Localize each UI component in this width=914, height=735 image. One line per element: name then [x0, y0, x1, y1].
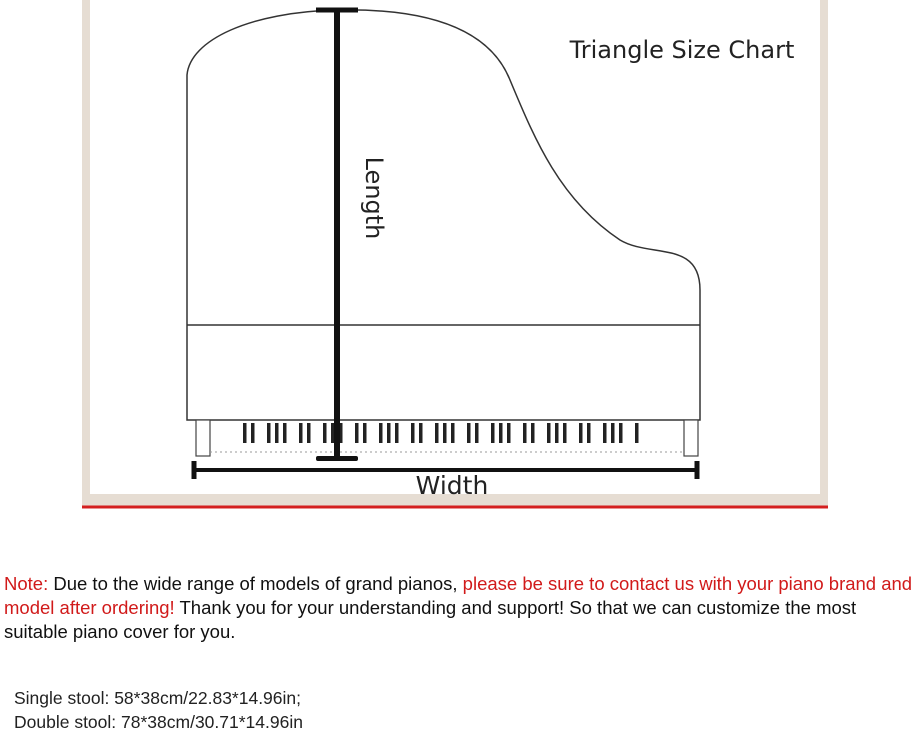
black-key — [283, 423, 287, 443]
chart-title: Triangle Size Chart — [569, 36, 795, 64]
black-key — [587, 423, 591, 443]
black-key — [531, 423, 535, 443]
note-highlight: please be sure to contact us with your p… — [4, 573, 913, 618]
black-key — [491, 423, 495, 443]
piano-outline — [186, 9, 701, 421]
black-key — [563, 423, 567, 443]
black-key — [379, 423, 383, 443]
note-prefix: Note: — [4, 573, 49, 594]
black-key — [307, 423, 311, 443]
black-key — [523, 423, 527, 443]
frame-right-border — [820, 0, 828, 500]
piano-keys — [243, 423, 639, 443]
black-key — [603, 423, 607, 443]
black-key — [267, 423, 271, 443]
black-key — [419, 423, 423, 443]
black-key — [339, 423, 343, 443]
black-key — [555, 423, 559, 443]
black-key — [387, 423, 391, 443]
black-key — [443, 423, 447, 443]
black-key — [275, 423, 279, 443]
single-stool-size: Single stool: 58*38cm/22.83*14.96in; — [14, 688, 302, 708]
note-text-2: Thank you for your understanding and sup… — [4, 597, 857, 642]
black-key — [243, 423, 247, 443]
right-leg — [683, 419, 699, 457]
frame-bottom-border — [82, 494, 828, 506]
black-key — [435, 423, 439, 443]
black-key — [355, 423, 359, 443]
black-key — [323, 423, 327, 443]
length-label: Length — [360, 157, 388, 240]
width-label: Width — [416, 471, 489, 500]
black-key — [395, 423, 399, 443]
black-key — [451, 423, 455, 443]
black-key — [507, 423, 511, 443]
stool-sizes: Single stool: 58*38cm/22.83*14.96in; Dou… — [14, 686, 303, 734]
black-key — [299, 423, 303, 443]
black-key — [619, 423, 623, 443]
black-key — [331, 423, 335, 443]
black-key — [467, 423, 471, 443]
note-paragraph: Note: Due to the wide range of models of… — [4, 572, 914, 644]
black-key — [579, 423, 583, 443]
black-key — [251, 423, 255, 443]
black-key — [363, 423, 367, 443]
black-key — [635, 423, 639, 443]
black-key — [547, 423, 551, 443]
frame-left-border — [82, 0, 90, 500]
piano-size-diagram: Length Width Triangle Size Chart — [82, 0, 828, 509]
note-text-1: Due to the wide range of models of grand… — [48, 573, 463, 594]
black-key — [499, 423, 503, 443]
left-leg — [195, 419, 211, 457]
double-stool-size: Double stool: 78*38cm/30.71*14.96in — [14, 712, 303, 732]
length-bar-bottom-cap — [316, 456, 358, 461]
black-key — [475, 423, 479, 443]
black-key — [611, 423, 615, 443]
black-key — [411, 423, 415, 443]
